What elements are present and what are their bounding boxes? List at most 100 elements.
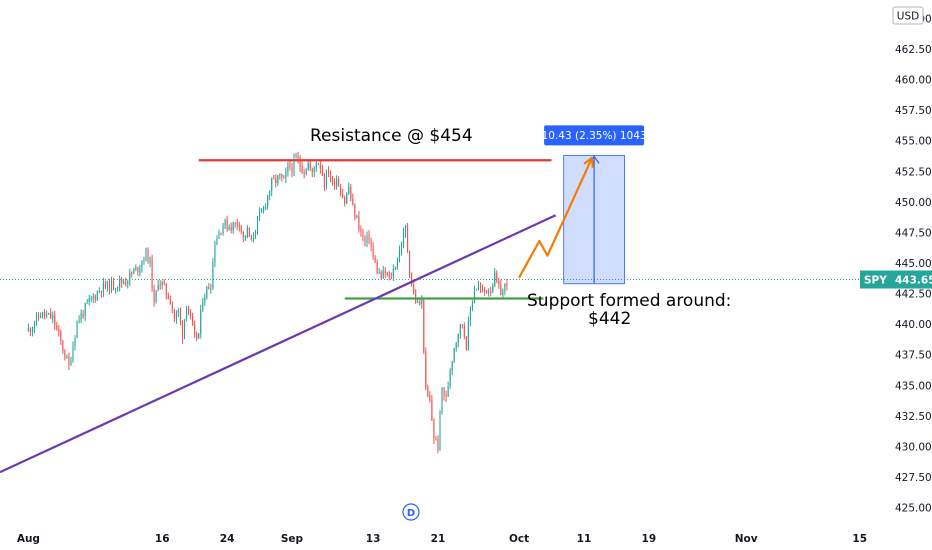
candle-body [246, 227, 248, 237]
candle-body [70, 360, 72, 365]
candle-body [64, 351, 66, 358]
candle-body [319, 164, 321, 169]
candle-body [445, 395, 447, 397]
resistance-annotation: Resistance @ $454 [310, 126, 473, 146]
candle-body [431, 400, 433, 421]
candle-body [131, 272, 133, 274]
candle-body [78, 320, 80, 322]
candle-body [98, 291, 100, 293]
candle-body [254, 230, 257, 238]
candle-body [39, 317, 42, 319]
candle-body [263, 206, 265, 211]
time-tick-label: 19 [642, 533, 657, 545]
candle-body [498, 281, 500, 285]
candle-body [435, 438, 437, 440]
price-tick-label: 445.00 [895, 258, 932, 270]
measure-label: 10.43 (2.35%) 1043 [542, 130, 647, 142]
candle-body [473, 289, 476, 302]
candle-body [475, 289, 478, 291]
candle-body [506, 283, 508, 286]
candle-body [313, 167, 315, 172]
candle-body [42, 311, 44, 318]
candle-body [291, 168, 293, 173]
candle-body [88, 298, 90, 303]
candle-body [228, 226, 230, 230]
currency-badge[interactable]: USD [892, 6, 924, 25]
candle-body [135, 267, 137, 270]
candle-body [181, 321, 184, 339]
candle-body [202, 302, 204, 311]
candle-body [123, 282, 125, 284]
candle-body [208, 287, 210, 290]
candle-body [27, 328, 29, 331]
candle-body [293, 157, 295, 173]
time-tick-label: Aug [17, 533, 40, 545]
candle-body [362, 231, 364, 237]
time-tick-label: 21 [431, 533, 446, 545]
candle-body [482, 288, 484, 290]
candle-body [127, 281, 129, 284]
candle-body [179, 310, 182, 322]
candle-body [80, 313, 82, 321]
candle-body [502, 291, 504, 296]
candle-body [419, 301, 421, 305]
candle-body [346, 193, 348, 204]
candle-body [382, 270, 384, 279]
candle-body [449, 370, 451, 387]
candle-body [299, 159, 301, 167]
candle-body [165, 283, 167, 295]
candle-body [258, 212, 261, 218]
candle-body [437, 438, 439, 451]
candle-body [117, 287, 119, 289]
dividend-event-marker[interactable]: D [402, 503, 420, 521]
time-axis[interactable]: Aug 16 24 Sep 13 21 Oct 11 19 Nov 15 [17, 533, 867, 545]
candle-body [216, 238, 218, 246]
time-tick-label: 16 [155, 533, 170, 545]
candle-body [384, 270, 386, 273]
candle-body [196, 333, 198, 338]
candle-body [210, 288, 212, 290]
time-tick-label: Sep [281, 533, 304, 545]
price-tick-label: 452.50 [895, 166, 932, 178]
price-tick-label: 432.50 [895, 411, 932, 423]
candle-body [90, 298, 92, 300]
candle-body [177, 310, 179, 313]
candle-body [327, 171, 330, 174]
candle-body [106, 280, 109, 288]
candle-body [94, 296, 96, 300]
candle-body [407, 226, 409, 252]
candle-body [360, 229, 362, 232]
candle-body [46, 314, 48, 317]
candle-body [311, 168, 313, 172]
candle-body [289, 163, 291, 169]
candle-body [467, 321, 469, 350]
candle-body [469, 308, 471, 322]
candle-body [155, 290, 157, 302]
candle-body [115, 288, 117, 290]
candle-body [188, 307, 190, 313]
candle-body [356, 215, 358, 218]
candle-body [338, 179, 340, 187]
svg-text:USD: USD [897, 11, 919, 23]
support-annotation-line2: $442 [588, 309, 631, 329]
current-price-badge [860, 270, 932, 289]
candle-body [198, 333, 200, 338]
candle-body [305, 170, 307, 174]
candle-body [471, 301, 473, 309]
time-tick-label: 24 [220, 533, 235, 545]
support-annotation-line1: Support formed around: [527, 291, 731, 311]
candle-body [354, 205, 356, 218]
candle-body [137, 267, 139, 273]
candle-body [441, 387, 443, 413]
price-axis[interactable]: 425.00 427.50 430.00 432.50 435.00 437.50 440.… [860, 13, 932, 515]
candle-body [488, 291, 490, 294]
drawings-layer [0, 156, 594, 474]
candle-body [386, 272, 388, 275]
candle-body [325, 171, 328, 187]
candle-body [82, 313, 84, 317]
candle-body [242, 231, 244, 237]
candle-body [66, 356, 68, 358]
current-price-symbol: SPY [864, 275, 887, 287]
price-tick-label: 455.00 [895, 136, 932, 148]
